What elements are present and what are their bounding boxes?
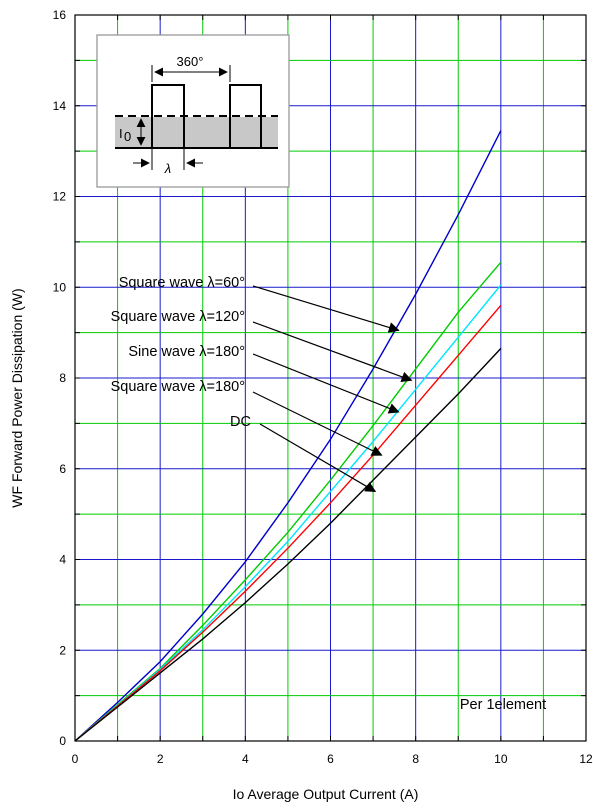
note-label: Per 1element: [460, 697, 546, 713]
annotation-arrow: [252, 353, 400, 414]
inset-current-subscript: 0: [124, 129, 131, 144]
grid: [75, 15, 586, 741]
annotation-arrow: [252, 321, 413, 382]
y-tick-label: 10: [53, 280, 67, 294]
annotation-label: Square wave λ=180°: [111, 379, 245, 395]
x-tick-label: 0: [72, 752, 79, 766]
inset-pulse-wave: [115, 84, 278, 149]
x-tick-label: 4: [242, 752, 249, 766]
inset-period-label: 360°: [177, 54, 204, 69]
series-line: [74, 130, 502, 742]
annotations: Square wave λ=60° Square wave λ=120° Sine …: [111, 275, 413, 492]
inset-current-label: I: [119, 126, 123, 141]
x-tick-label: 2: [157, 752, 164, 766]
y-tick-label: 14: [53, 99, 67, 113]
series-lines: [74, 130, 502, 742]
y-tick-label: 4: [59, 553, 66, 567]
series-line: [74, 284, 502, 742]
inset-average-band: [115, 117, 278, 148]
annotation-arrow: [259, 423, 377, 492]
x-tick-label: 8: [412, 752, 419, 766]
axis-ticks: 0 2 4 6 8 10 12 0 2 4 6 8 10 12 14 16: [53, 8, 593, 766]
y-tick-label: 8: [59, 371, 66, 385]
y-tick-label: 6: [59, 462, 66, 476]
x-tick-label: 10: [494, 752, 508, 766]
x-tick-label: 6: [327, 752, 334, 766]
series-line: [74, 304, 502, 742]
y-tick-label: 16: [53, 8, 67, 22]
annotation-label: Square wave λ=120°: [111, 309, 245, 325]
annotation-label: DC: [230, 414, 251, 430]
annotation-arrow: [252, 391, 383, 456]
y-tick-label: 0: [59, 734, 66, 748]
waveform-inset: 360° I 0 λ: [96, 34, 290, 188]
annotation-arrow: [252, 285, 400, 333]
y-tick-label: 2: [59, 643, 66, 657]
x-axis-label: Io Average Output Current (A): [233, 786, 419, 802]
inset-width-label: λ: [164, 161, 171, 176]
y-tick-label: 12: [53, 190, 67, 204]
series-line: [74, 348, 502, 742]
x-tick-label: 12: [579, 752, 593, 766]
annotation-label: Square wave λ=60°: [119, 275, 245, 291]
y-axis-label: WF Forward Power Dissipation (W): [9, 288, 25, 507]
annotation-label: Sine wave λ=180°: [128, 344, 245, 360]
inset-frame: [96, 34, 290, 188]
